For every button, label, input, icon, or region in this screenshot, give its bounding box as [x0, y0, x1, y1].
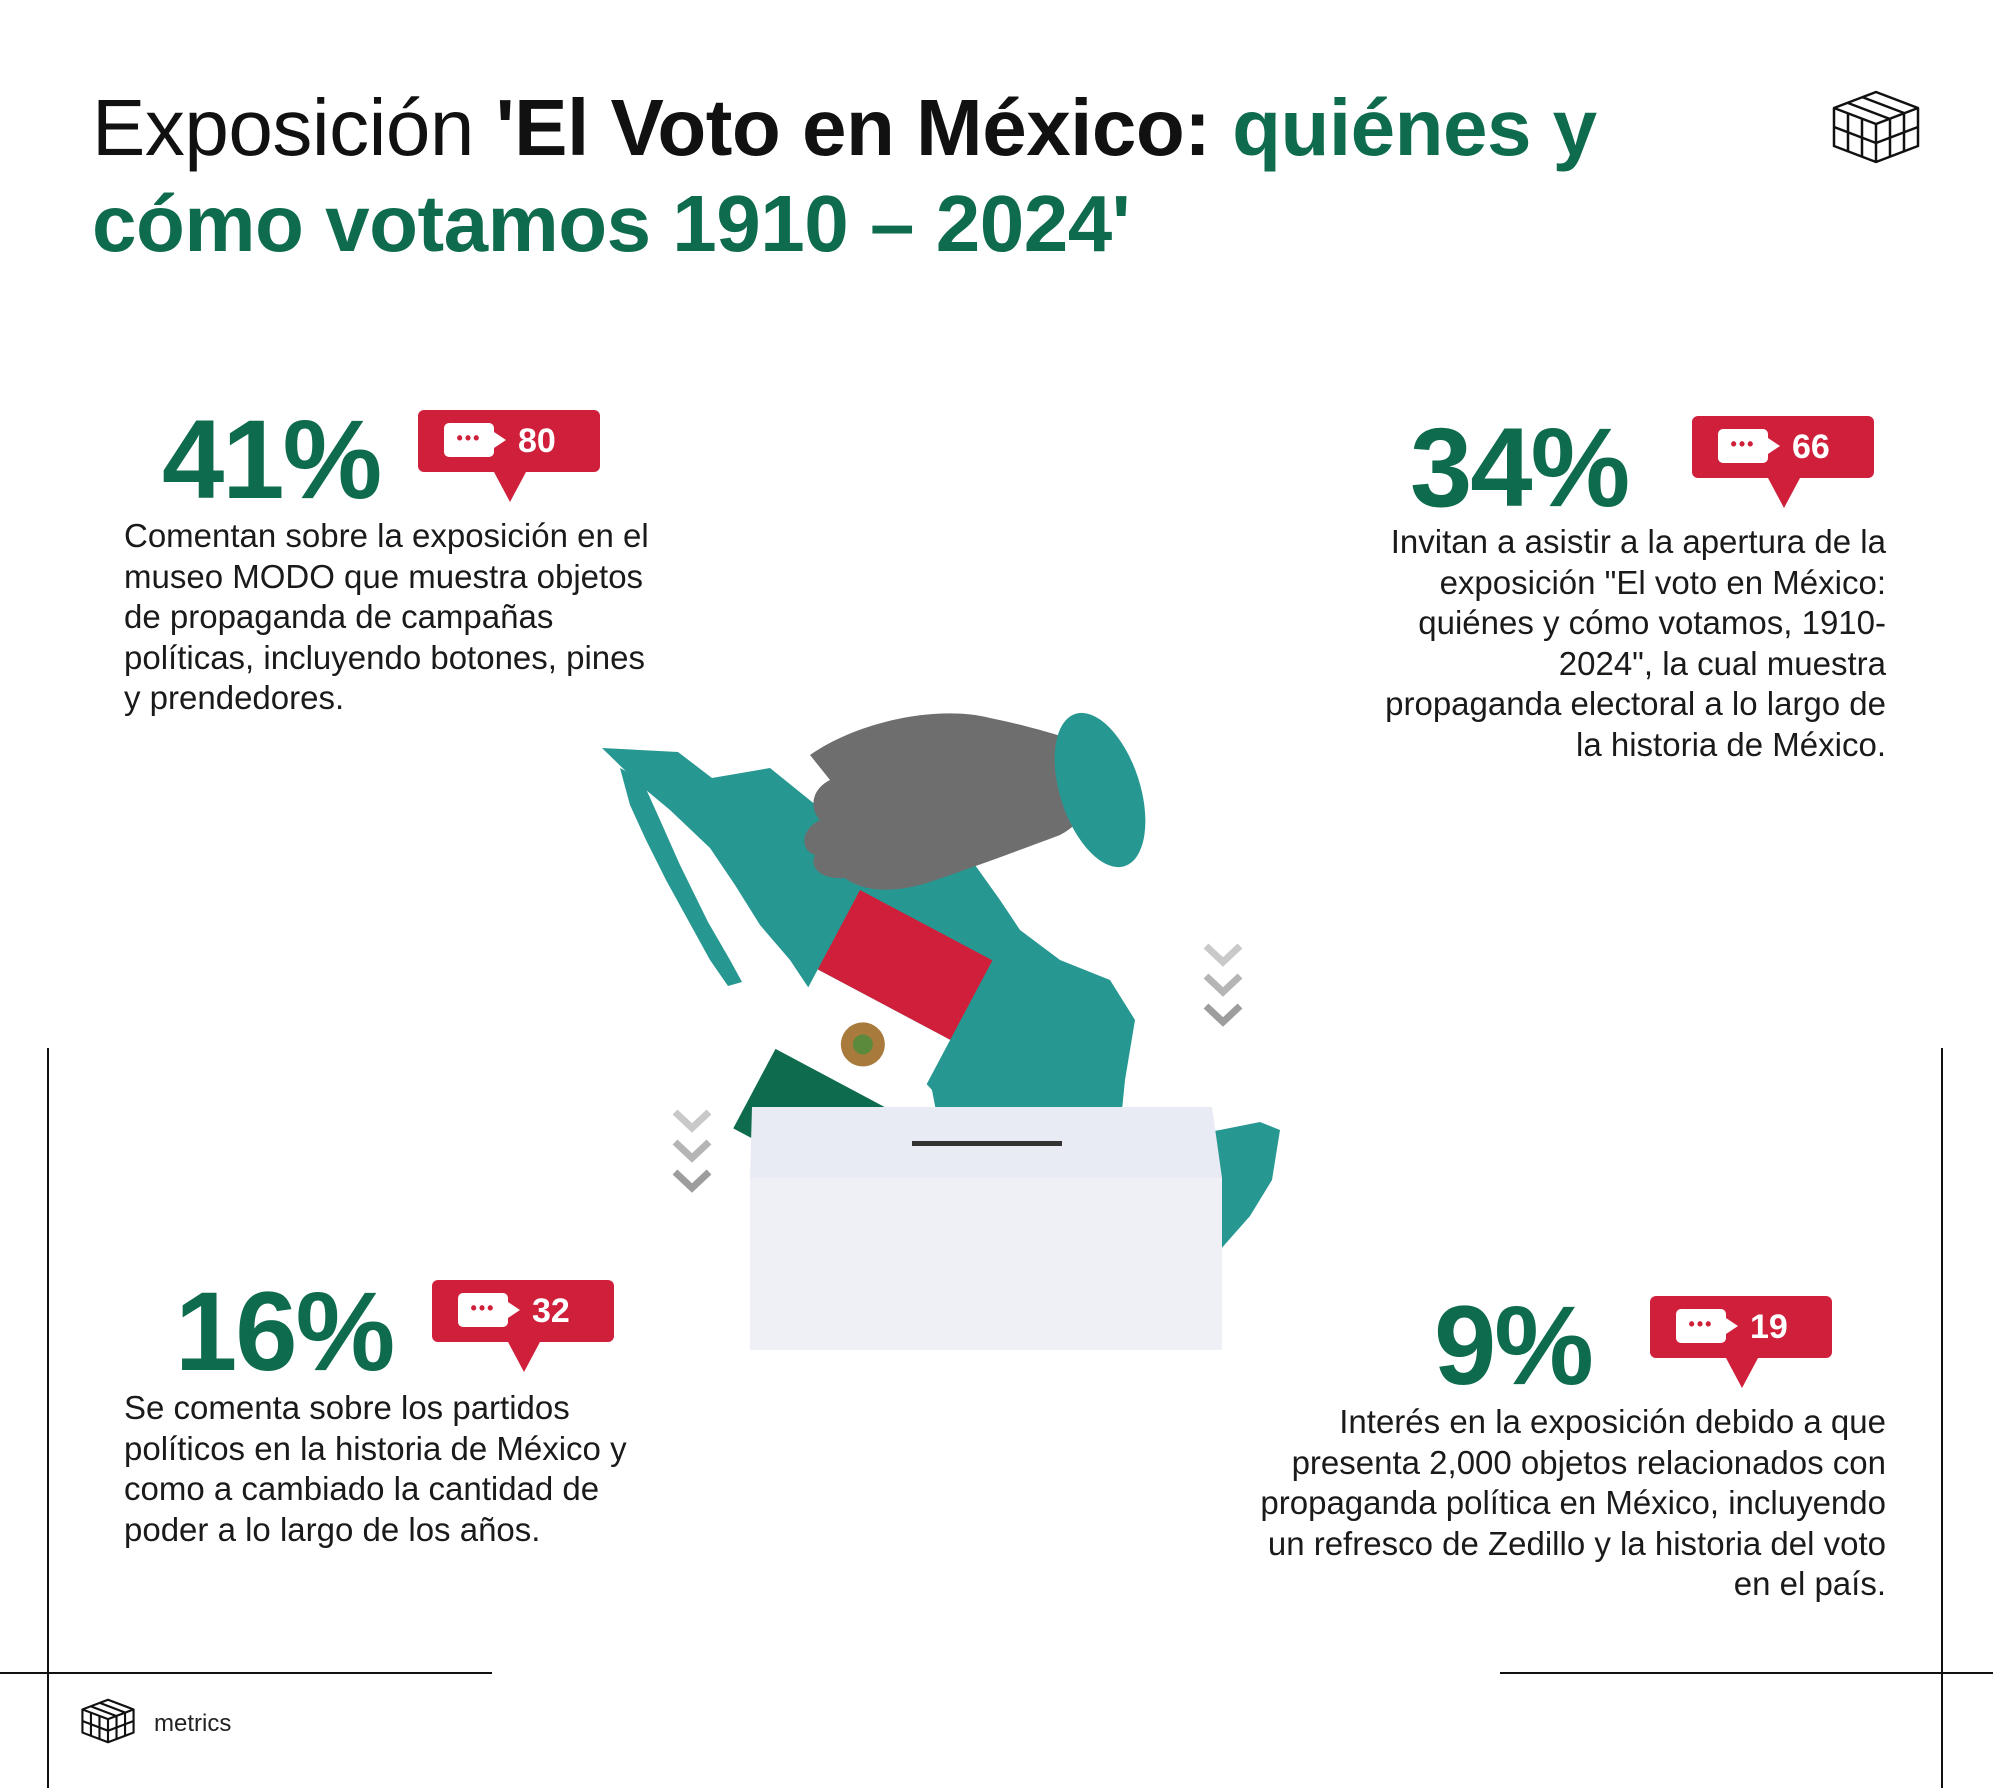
cube-grid-icon: [81, 1698, 135, 1744]
comment-count-badge: ••• 19: [1650, 1296, 1832, 1388]
voting-illustration: [602, 712, 1280, 1350]
stat-percent: 34%: [1410, 405, 1630, 530]
comment-count-badge: ••• 66: [1692, 416, 1874, 508]
hand: [804, 713, 1105, 890]
stat-percent: 16%: [175, 1269, 395, 1394]
comment-bubble-icon: •••: [444, 423, 506, 457]
comment-count-badge: ••• 80: [418, 410, 600, 502]
baja-california: [620, 768, 742, 986]
frame-line-bottom-right: [1500, 1672, 1993, 1674]
comment-count: 19: [1750, 1308, 1788, 1346]
stat-description: Se comenta sobre los partidos políticos …: [124, 1389, 627, 1548]
comment-count: 66: [1792, 428, 1830, 466]
stat-description: Interés en la exposición debido a que pr…: [1260, 1403, 1886, 1602]
brand-name: metrics: [154, 1710, 232, 1737]
stat-percent: 9%: [1434, 1283, 1594, 1408]
comment-count: 80: [518, 422, 556, 460]
cube-grid-icon: [1832, 90, 1920, 164]
chevron-down-icon: [1203, 943, 1243, 1027]
comment-count: 32: [532, 1292, 570, 1330]
comment-bubble-icon: •••: [1676, 1309, 1738, 1343]
stat-percent: 41%: [162, 397, 382, 522]
chevron-down-icon: [672, 1109, 712, 1193]
frame-line-right: [1941, 1048, 1943, 1788]
comment-bubble-icon: •••: [1718, 429, 1780, 463]
frame-line-bottom-left: [0, 1672, 492, 1674]
stat-description: Comentan sobre la exposición en el museo…: [124, 517, 649, 716]
stat-description: Invitan a asistir a la apertura de la ex…: [1385, 523, 1886, 763]
page-title: Exposición 'El Voto en México: quiénes y…: [92, 83, 1597, 268]
comment-bubble-icon: •••: [458, 1293, 520, 1327]
comment-count-badge: ••• 32: [432, 1280, 614, 1372]
frame-line-left: [47, 1048, 49, 1788]
